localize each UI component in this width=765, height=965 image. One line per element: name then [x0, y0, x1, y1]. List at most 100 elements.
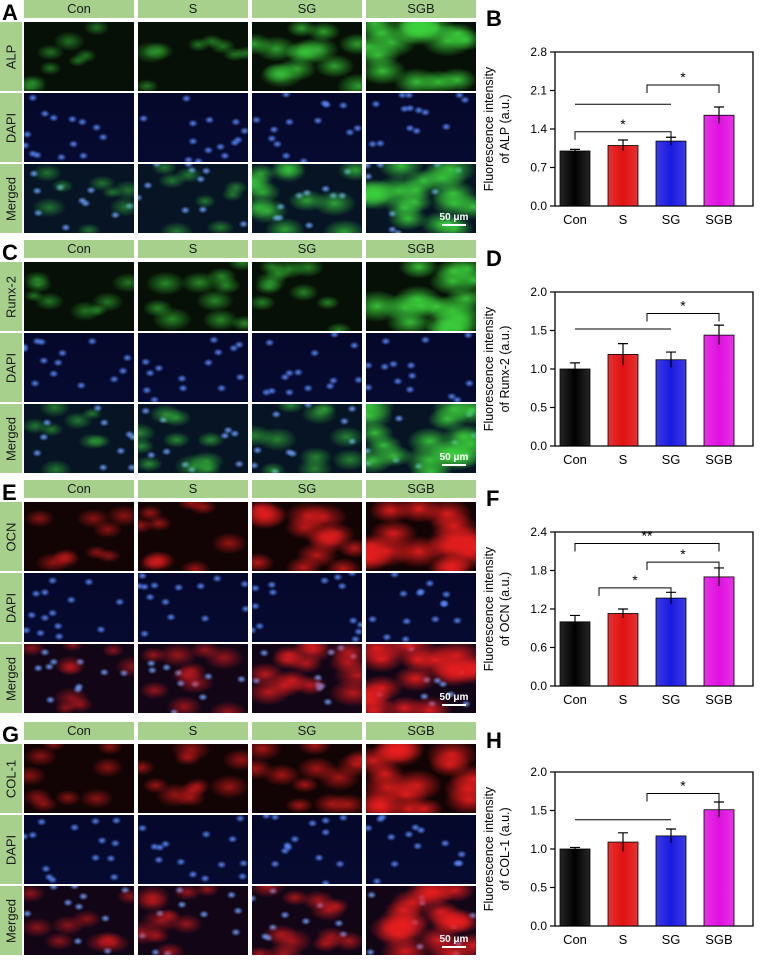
- row-label-runx-2: Runx-2: [0, 262, 22, 331]
- significance-label: *: [680, 298, 686, 314]
- significance-bracket: [646, 561, 720, 571]
- micrograph-merged-sg: [252, 164, 362, 233]
- row-label-alp: ALP: [0, 22, 22, 91]
- bar-s: [607, 841, 639, 927]
- error-bar-con: [570, 148, 580, 153]
- micrograph-dapi-sgb: [366, 573, 476, 642]
- column-header-sgb: SGB: [366, 0, 476, 18]
- y-axis-label: Fluorescence intensity: [482, 66, 496, 191]
- y-axis-label: Fluorescence intensity: [482, 786, 496, 911]
- x-tick-label: SGB: [705, 452, 732, 467]
- bar-sgb: [703, 334, 735, 447]
- micrograph-ocn-sgb: [366, 502, 476, 571]
- scale-bar: 50 μm: [434, 692, 474, 706]
- micrograph-dapi-sgb: [366, 815, 476, 884]
- row-label-merged: Merged: [0, 644, 22, 713]
- bar-s: [607, 145, 639, 207]
- micrograph-ocn-s: [138, 502, 248, 571]
- micrograph-merged-con: [24, 886, 134, 955]
- y-tick-label: 0.6: [530, 641, 547, 655]
- chart-svg: 0.0 0.6 1.2 1.8 2.4 Fluorescence intensity of …: [482, 525, 754, 707]
- row-label-dapi: DAPI: [0, 333, 22, 402]
- column-header-sgb: SGB: [366, 722, 476, 740]
- error-bar-con: [570, 846, 580, 851]
- bar-s: [607, 613, 639, 687]
- scale-bar-label: 50 μm: [439, 692, 469, 703]
- y-tick-label: 2.0: [530, 765, 547, 779]
- scale-bar-line: [442, 704, 466, 706]
- x-tick-label: SG: [662, 932, 681, 947]
- bar-sg: [655, 140, 687, 207]
- panel-letter-d: D: [486, 246, 502, 271]
- micrograph-dapi-sgb: [366, 93, 476, 162]
- x-tick-label: S: [619, 932, 628, 947]
- micrograph-runx-2-sgb: [366, 262, 476, 331]
- error-bar-con: [570, 614, 580, 629]
- significance-label: *: [680, 69, 686, 85]
- x-tick-label: S: [619, 212, 628, 227]
- error-bar-s: [618, 832, 628, 852]
- row-label-dapi: DAPI: [0, 815, 22, 884]
- y-tick-label: 2.4: [530, 525, 547, 539]
- panel-letter-e: E: [2, 480, 17, 505]
- panel-letter-b: B: [486, 6, 502, 31]
- micrograph-merged-con: [24, 404, 134, 473]
- error-bar-s: [618, 608, 628, 618]
- micrograph-merged-s: [138, 644, 248, 713]
- micrograph-dapi-sgb: [366, 333, 476, 402]
- micrograph-panel-c: Con S SG SGB Runx-2 DAPI Merged 50 μm: [0, 240, 476, 476]
- y-axis-label: of Runx-2 (a.u.): [498, 326, 512, 413]
- micrograph-alp-sg: [252, 22, 362, 91]
- micrograph-merged-con: [24, 164, 134, 233]
- significance-bracket: [598, 587, 672, 596]
- micrograph-col-1-con: [24, 744, 134, 813]
- x-tick-label: Con: [563, 212, 587, 227]
- column-header-s: S: [138, 0, 248, 18]
- row-label-dapi: DAPI: [0, 573, 22, 642]
- scale-bar-label: 50 μm: [439, 934, 469, 945]
- column-header-con: Con: [24, 240, 134, 258]
- bar-con: [559, 368, 591, 447]
- x-tick-label: SG: [662, 212, 681, 227]
- scale-bar-line: [442, 224, 466, 226]
- panel-letter-h: H: [486, 728, 502, 753]
- error-bar-sgb: [714, 324, 724, 346]
- micrograph-merged-s: [138, 886, 248, 955]
- micrograph-merged-sg: [252, 644, 362, 713]
- axes-frame: [554, 291, 754, 447]
- y-tick-label: 0.0: [530, 919, 547, 933]
- chart-svg: 0.0 0.5 1.0 1.5 2.0 Fluorescence intensity of …: [482, 285, 754, 467]
- micrograph-dapi-sg: [252, 815, 362, 884]
- x-tick-label: SG: [662, 452, 681, 467]
- micrograph-dapi-s: [138, 93, 248, 162]
- column-header-sg: SG: [252, 240, 362, 258]
- micrograph-merged-sgb: [366, 404, 476, 473]
- micrograph-dapi-con: [24, 815, 134, 884]
- micrograph-merged-sg: [252, 886, 362, 955]
- bar-chart-f: 0.0 0.6 1.2 1.8 2.4 Fluorescence intensity of …: [475, 480, 765, 720]
- bar-sgb: [703, 576, 735, 687]
- column-header-s: S: [138, 240, 248, 258]
- column-header-sg: SG: [252, 480, 362, 498]
- y-tick-label: 0.0: [530, 439, 547, 453]
- micrograph-dapi-s: [138, 333, 248, 402]
- error-bar-con: [570, 362, 580, 376]
- row-label-merged: Merged: [0, 886, 22, 955]
- y-tick-label: 2.0: [530, 285, 547, 299]
- bar-con: [559, 621, 591, 687]
- y-tick-label: 1.5: [530, 324, 547, 338]
- axes-frame: [554, 531, 754, 687]
- error-bar-s: [618, 139, 628, 151]
- bar-con: [559, 150, 591, 207]
- micrograph-merged-con: [24, 644, 134, 713]
- micrograph-runx-2-s: [138, 262, 248, 331]
- significance-bracket: [574, 131, 672, 140]
- micrograph-dapi-con: [24, 573, 134, 642]
- column-header-s: S: [138, 480, 248, 498]
- error-bar-sg: [666, 351, 676, 368]
- significance-label: *: [632, 572, 638, 588]
- micrograph-merged-sgb: [366, 644, 476, 713]
- row-label-ocn: OCN: [0, 502, 22, 571]
- x-tick-label: Con: [563, 932, 587, 947]
- bar-chart-h: 0.0 0.5 1.0 1.5 2.0 Fluorescence intensity of …: [475, 720, 765, 960]
